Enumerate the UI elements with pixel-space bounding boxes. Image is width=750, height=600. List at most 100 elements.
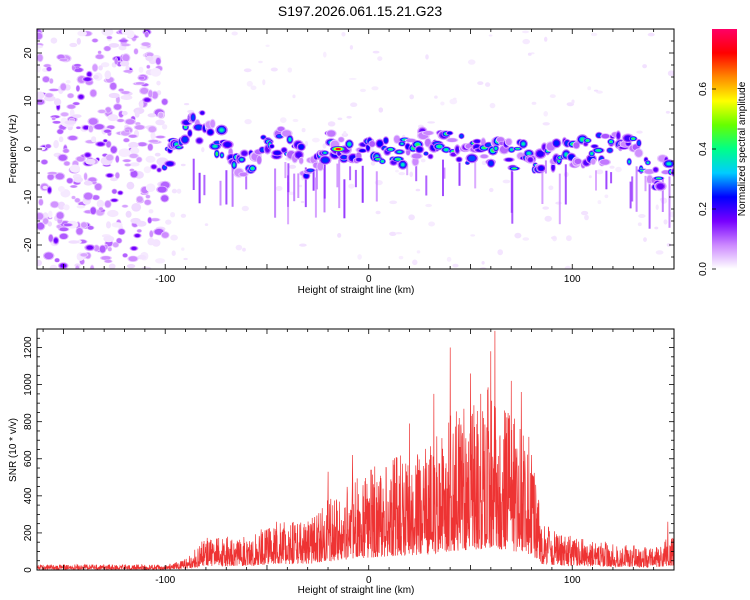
heatmap-cell	[177, 146, 181, 149]
heatmap-cell	[99, 245, 106, 253]
heatmap-cell	[258, 60, 263, 64]
heatmap-streak	[635, 166, 638, 212]
heatmap-cell	[616, 132, 620, 139]
heatmap-cell	[241, 205, 249, 212]
heatmap-cell	[148, 209, 154, 214]
heatmap-cell	[406, 149, 411, 156]
heatmap-cell	[156, 80, 161, 86]
heatmap-cell	[204, 223, 209, 227]
heatmap-cell	[375, 210, 381, 215]
heatmap-cell	[596, 149, 601, 152]
heatmap-cell	[395, 169, 399, 173]
heatmap-cell	[95, 54, 104, 59]
heatmap-cell	[581, 210, 589, 216]
heatmap-cell	[428, 154, 433, 159]
heatmap-cell	[71, 196, 76, 199]
heatmap-cell	[83, 180, 93, 186]
heatmap-cell	[512, 167, 517, 170]
heatmap-cell	[591, 158, 596, 165]
heatmap-cell	[171, 188, 177, 194]
heatmap-streak	[425, 175, 428, 196]
heatmap-streak	[336, 163, 339, 188]
heatmap-cell	[388, 148, 393, 151]
heatmap-cell	[282, 148, 287, 153]
heatmap-cell	[341, 32, 346, 37]
heatmap-cell	[401, 163, 405, 167]
heatmap-cell	[37, 32, 43, 40]
heatmap-cell	[273, 151, 281, 155]
heatmap-cell	[118, 148, 131, 157]
heatmap-cell	[423, 131, 433, 135]
heatmap-cell	[97, 142, 104, 146]
y-tick-label: 600	[23, 450, 34, 467]
heatmap-cell	[574, 158, 582, 165]
heatmap-cell	[37, 213, 44, 220]
heatmap-cell	[663, 219, 668, 225]
heatmap-streak	[354, 169, 357, 188]
heatmap-cell	[161, 98, 168, 105]
heatmap-streak	[474, 161, 477, 189]
heatmap-cell	[76, 126, 81, 129]
heatmap-cell	[72, 114, 82, 118]
heatmap-cell	[408, 214, 415, 221]
heatmap-cell	[244, 119, 252, 125]
heatmap-cell	[154, 228, 164, 235]
heatmap-cell	[101, 62, 110, 68]
heatmap-cell	[538, 165, 544, 171]
heatmap-cell	[188, 130, 192, 136]
heatmap-cell	[502, 179, 511, 184]
heatmap-cell	[85, 153, 91, 157]
heatmap-cell	[121, 91, 130, 94]
heatmap-cell	[489, 102, 496, 109]
heatmap-cell	[590, 152, 593, 155]
heatmap-cell	[453, 97, 457, 101]
heatmap-cell	[660, 198, 668, 204]
heatmap-streak	[605, 170, 608, 190]
heatmap-cell	[103, 235, 115, 243]
colorbar-ticks: 0.0 0.2 0.4 0.6	[698, 82, 716, 276]
heatmap-cell	[477, 81, 484, 85]
heatmap-cell	[104, 46, 111, 51]
heatmap-cell	[389, 200, 398, 205]
heatmap-cell	[299, 243, 307, 247]
heatmap-cell	[187, 109, 195, 114]
heatmap-streak	[349, 166, 352, 181]
heatmap-cell	[65, 80, 71, 84]
heatmap-cell	[604, 194, 609, 199]
heatmap-cell	[505, 158, 513, 162]
heatmap-cell	[122, 204, 128, 208]
heatmap-cell	[447, 138, 457, 143]
heatmap-cell	[157, 168, 161, 172]
heatmap-cell	[378, 107, 384, 113]
heatmap-cell	[136, 157, 142, 163]
y-tick-label: -10	[23, 189, 34, 204]
heatmap-cell	[49, 264, 58, 269]
heatmap-y-label: Frequency (Hz)	[8, 115, 19, 184]
heatmap-cell	[638, 214, 646, 218]
heatmap-cell	[50, 201, 59, 208]
heatmap-cell	[146, 65, 150, 69]
heatmap-streak	[231, 167, 234, 207]
heatmap-cell	[59, 233, 68, 239]
heatmap-cell	[104, 70, 112, 80]
colorbar-tick-label: 0.2	[698, 202, 709, 216]
heatmap-cell	[656, 183, 664, 189]
snr-series-line	[37, 330, 674, 570]
heatmap-cell	[45, 144, 51, 148]
heatmap-cell	[416, 250, 421, 254]
heatmap-cell	[41, 159, 48, 165]
heatmap-streak	[648, 181, 651, 229]
heatmap-cell	[609, 140, 613, 143]
heatmap-cell	[128, 134, 137, 138]
heatmap-cell	[381, 160, 384, 163]
heatmap-cell	[74, 198, 80, 203]
heatmap-streak	[297, 173, 300, 198]
heatmap-cell	[161, 195, 169, 202]
heatmap-cell	[425, 203, 432, 208]
heatmap-cell	[68, 240, 80, 244]
heatmap-cell	[161, 232, 169, 238]
heatmap-cell	[411, 153, 422, 159]
heatmap-cell	[191, 114, 195, 121]
heatmap-cell	[144, 31, 149, 38]
heatmap-streak	[287, 163, 290, 193]
